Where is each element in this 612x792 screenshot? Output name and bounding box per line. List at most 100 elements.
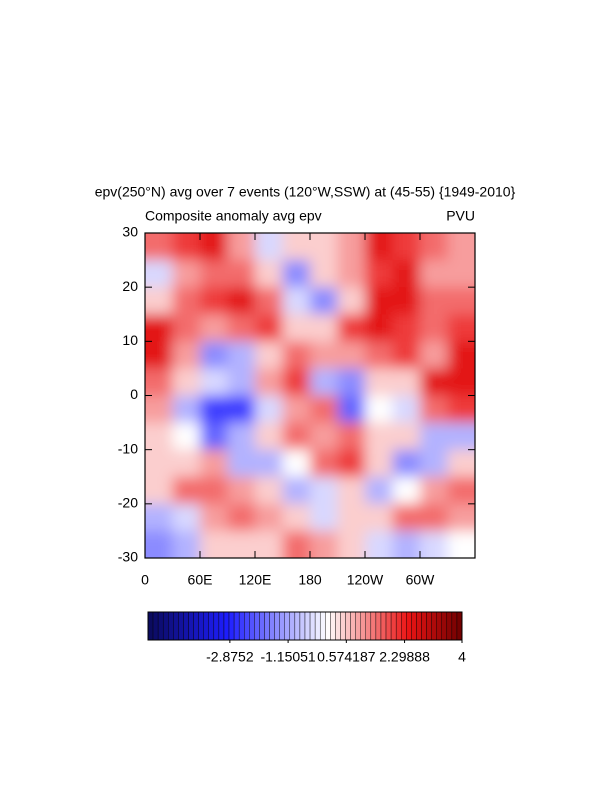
cell [392, 503, 421, 532]
colorbar-box [406, 611, 412, 641]
cell [172, 503, 201, 532]
cell [172, 368, 201, 396]
cell [420, 233, 448, 261]
x-tick-label: 60W [406, 572, 436, 588]
cell [337, 314, 366, 342]
colorbar-box [416, 611, 422, 641]
cell [365, 260, 393, 288]
cell [420, 341, 448, 369]
cell [145, 476, 173, 505]
subtitle-left: Composite anomaly avg epv [145, 208, 322, 224]
cell [365, 287, 393, 315]
cell [255, 341, 283, 369]
cell [447, 233, 475, 261]
cell [392, 530, 421, 558]
colorbar-box [411, 611, 417, 641]
cell [282, 287, 311, 315]
colorbar-box [157, 611, 164, 641]
cells [145, 233, 475, 558]
cell [447, 287, 475, 315]
cell [392, 287, 421, 315]
y-tick-label: 10 [122, 332, 138, 348]
colorbar-frame [147, 611, 463, 641]
cell [365, 341, 393, 369]
cell [200, 260, 228, 288]
x-tick-label: 120E [239, 572, 272, 588]
cell [200, 476, 228, 505]
cell [420, 287, 448, 315]
cell [227, 341, 256, 369]
colorbar-box [264, 611, 270, 641]
cell [337, 476, 366, 505]
cell [337, 341, 366, 369]
colorbar-box [213, 611, 220, 641]
cell [310, 368, 338, 396]
cell [365, 449, 393, 478]
colorbar-box [451, 611, 458, 641]
cell [447, 260, 475, 288]
cell [172, 260, 201, 288]
cell [255, 260, 283, 288]
colorbar-box [309, 611, 316, 641]
colorbar-box [223, 611, 230, 641]
cell [392, 395, 421, 424]
cell [310, 449, 338, 478]
cell [310, 314, 338, 342]
cell [337, 287, 366, 315]
cell [145, 287, 173, 315]
subtitle-right: PVU [446, 208, 475, 224]
cell [255, 476, 283, 505]
cell [337, 368, 366, 396]
cell [282, 503, 311, 532]
cell [255, 449, 283, 478]
cell [145, 395, 173, 424]
colorbar-box [421, 611, 427, 641]
cell [310, 395, 338, 424]
cell [282, 530, 311, 558]
colorbar-box [375, 611, 382, 641]
cell [200, 314, 228, 342]
cell [310, 476, 338, 505]
colorbar-box [168, 611, 174, 641]
cell [200, 287, 228, 315]
cell [255, 314, 283, 342]
cell [420, 503, 448, 532]
cell [172, 233, 201, 261]
cell [447, 476, 475, 505]
cell [420, 422, 448, 451]
x-tick-label: 0 [141, 572, 149, 588]
colorbar-box [370, 611, 377, 641]
cell [227, 449, 256, 478]
cell [200, 341, 228, 369]
cell [282, 260, 311, 288]
cell [227, 503, 256, 532]
cell [365, 233, 393, 261]
cell [447, 422, 475, 451]
cell [282, 314, 311, 342]
cell [145, 341, 173, 369]
cell [337, 503, 366, 532]
colorbar-box [390, 611, 397, 641]
cell [392, 233, 421, 261]
colorbar-box [173, 611, 179, 641]
colorbar-box [340, 611, 346, 641]
colorbar-box [335, 611, 341, 641]
cell [392, 449, 421, 478]
cell [172, 530, 201, 558]
colorbar-box [152, 611, 159, 641]
cell [172, 395, 201, 424]
cell [337, 233, 366, 261]
colorbar-box [441, 611, 448, 641]
cell [310, 530, 338, 558]
colorbar-box [269, 611, 275, 641]
cell [392, 260, 421, 288]
y-tick-label: -10 [118, 440, 138, 456]
cell [337, 449, 366, 478]
cell [172, 314, 201, 342]
cell [447, 503, 475, 532]
cell [337, 395, 366, 424]
x-tick-label: 180 [298, 572, 322, 588]
colorbar-box [436, 611, 442, 641]
cell [227, 476, 256, 505]
